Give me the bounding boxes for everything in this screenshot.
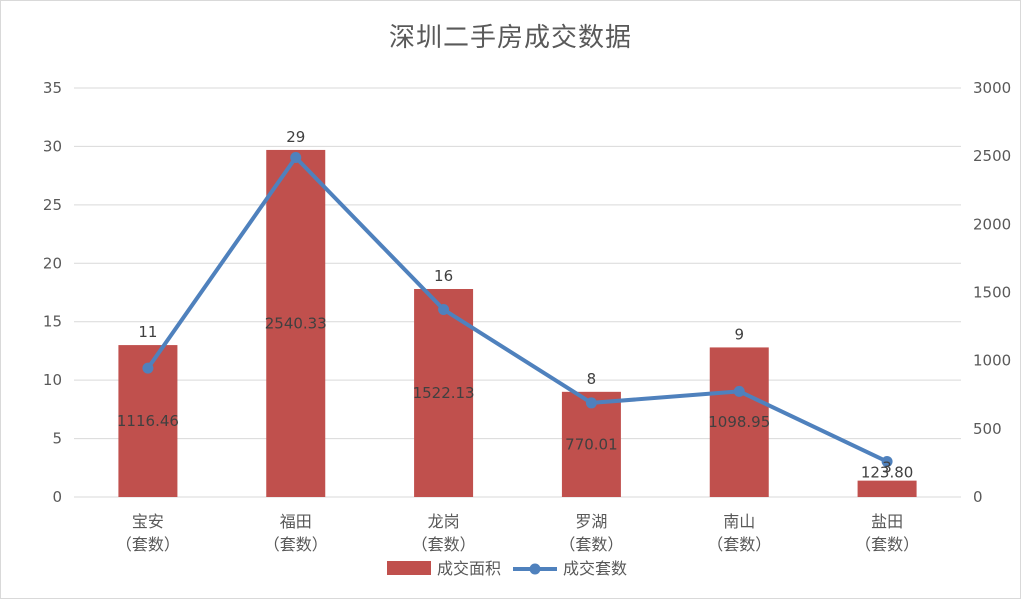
x-tick-label: 南山 (723, 512, 755, 531)
line-point (142, 362, 154, 374)
line-data-label: 16 (434, 267, 453, 285)
x-tick-label-sub: （套数） (559, 535, 623, 554)
chart-title: 深圳二手房成交数据 (388, 23, 632, 53)
x-tick-label-sub: （套数） (264, 535, 328, 554)
x-tick-label-sub: （套数） (116, 535, 180, 554)
bar-data-label: 123.80 (861, 464, 914, 482)
y-right-tick-label: 1500 (973, 284, 1011, 302)
bar-data-label: 1116.46 (117, 412, 179, 430)
line-point (290, 152, 302, 164)
line-point (585, 397, 597, 409)
line-point (881, 456, 893, 468)
y-left-tick-label: 15 (43, 313, 62, 331)
line-point (438, 304, 450, 316)
y-left-tick-label: 5 (52, 430, 62, 448)
x-tick-label: 龙岗 (428, 512, 460, 531)
x-tick-label-sub: （套数） (855, 535, 919, 554)
legend-swatch-marker (529, 563, 541, 575)
x-tick-label-sub: （套数） (412, 535, 476, 554)
y-left-tick-label: 30 (43, 137, 62, 155)
y-left-tick-label: 35 (43, 79, 62, 97)
line-data-label: 8 (587, 370, 597, 388)
legend-label-bar: 成交面积 (437, 559, 501, 578)
y-right-tick-label: 0 (973, 488, 983, 506)
line-data-label: 9 (734, 325, 744, 343)
bar-data-label: 1522.13 (413, 384, 475, 402)
bar (266, 149, 326, 498)
line-data-label: 29 (286, 128, 305, 146)
x-tick-label: 罗湖 (575, 512, 607, 531)
line-point (733, 385, 745, 397)
y-right-tick-label: 3000 (973, 79, 1011, 97)
y-right-tick-label: 2000 (973, 215, 1011, 233)
x-tick-label: 盐田 (871, 512, 903, 531)
line-data-label: 3 (882, 459, 892, 477)
x-tick-label: 福田 (280, 512, 312, 531)
x-tick-label: 宝安 (132, 512, 164, 531)
series-line (146, 155, 888, 464)
legend-swatch-bar (387, 561, 431, 575)
bar (561, 391, 621, 497)
y-right-tick-label: 2500 (973, 147, 1011, 165)
y-right-tick-label: 500 (973, 420, 1002, 438)
bar-data-label: 2540.33 (265, 314, 327, 332)
y-left-tick-label: 10 (43, 371, 62, 389)
bar (709, 347, 769, 497)
y-left-tick-label: 20 (43, 254, 62, 272)
y-left-tick-label: 0 (52, 488, 62, 506)
line-data-label: 11 (138, 323, 157, 341)
bar (857, 480, 917, 497)
y-left-tick-label: 25 (43, 196, 62, 214)
y-right-tick-label: 1000 (973, 352, 1011, 370)
bar-data-label: 1098.95 (708, 413, 770, 431)
bar-data-label: 770.01 (565, 435, 618, 453)
legend-label-line: 成交套数 (563, 559, 627, 578)
x-tick-label-sub: （套数） (707, 535, 771, 554)
